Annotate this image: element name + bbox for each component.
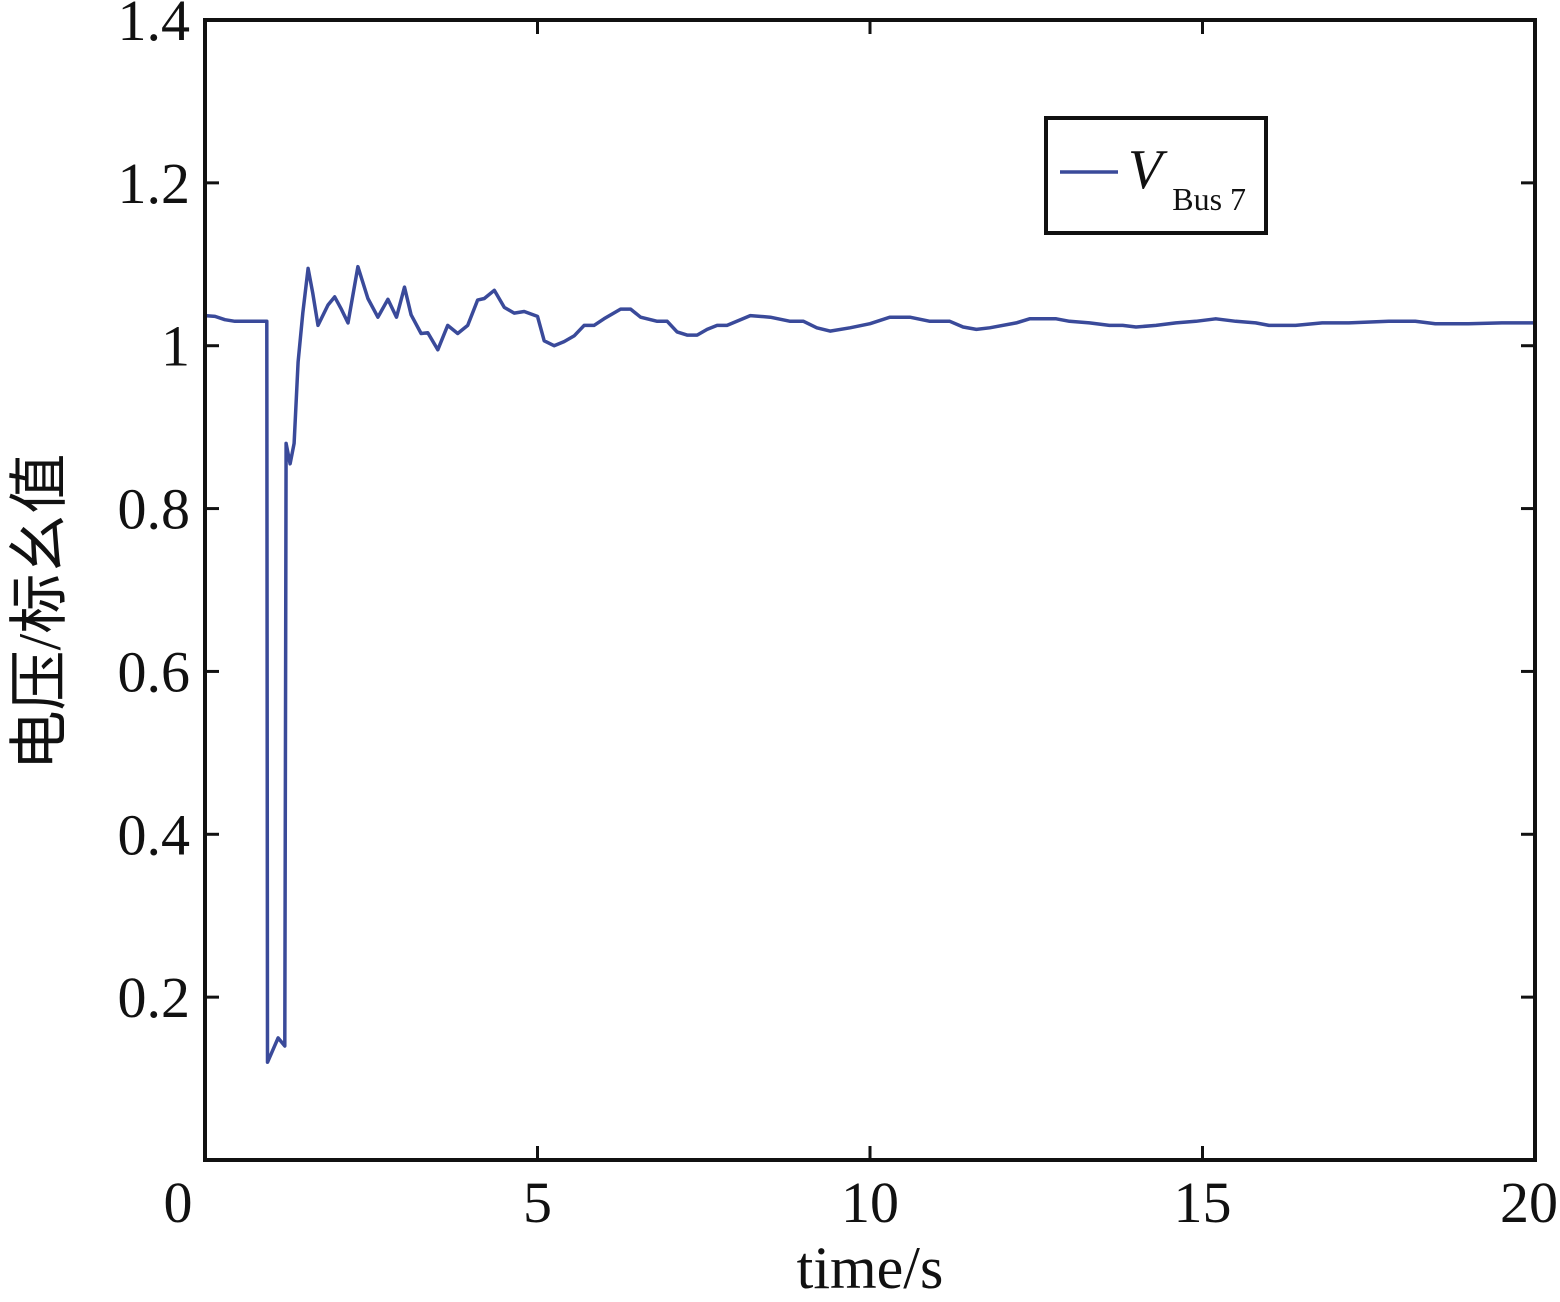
legend-series-name: V <box>1128 139 1168 201</box>
legend-box <box>1044 116 1268 235</box>
y-axis-title: 电压/标幺值 <box>7 454 73 771</box>
plot-frame <box>203 18 1537 1162</box>
axis-ticks <box>205 20 1535 1160</box>
legend: V Bus 7 <box>1044 116 1268 235</box>
legend-label-v-bus7: V Bus 7 <box>1128 139 1246 217</box>
x-axis-title: time/s <box>797 1235 944 1301</box>
legend-series-subscript: Bus 7 <box>1172 181 1246 217</box>
x-tick-label: 10 <box>841 1170 899 1235</box>
y-tick-label: 1.2 <box>118 151 191 216</box>
x-tick-label: 20 <box>1500 1170 1558 1235</box>
series-line-v-bus7 <box>204 264 1535 1065</box>
axis-tick-labels: 0 5 10 15 20 0.2 0.4 0.6 0.8 1 1.2 1.4 <box>118 0 1559 1235</box>
y-tick-label: 1.4 <box>118 0 191 53</box>
x-tick-label: 15 <box>1174 1170 1232 1235</box>
y-tick-label: 0.6 <box>118 639 191 704</box>
y-tick-label: 0.2 <box>118 965 191 1030</box>
y-tick-label: 0.8 <box>118 477 191 542</box>
x-tick-label: 0 <box>164 1170 193 1235</box>
x-tick-label: 5 <box>523 1170 552 1235</box>
y-tick-label: 1 <box>161 314 190 379</box>
series-layer <box>204 264 1535 1065</box>
y-tick-label: 0.4 <box>118 802 191 867</box>
